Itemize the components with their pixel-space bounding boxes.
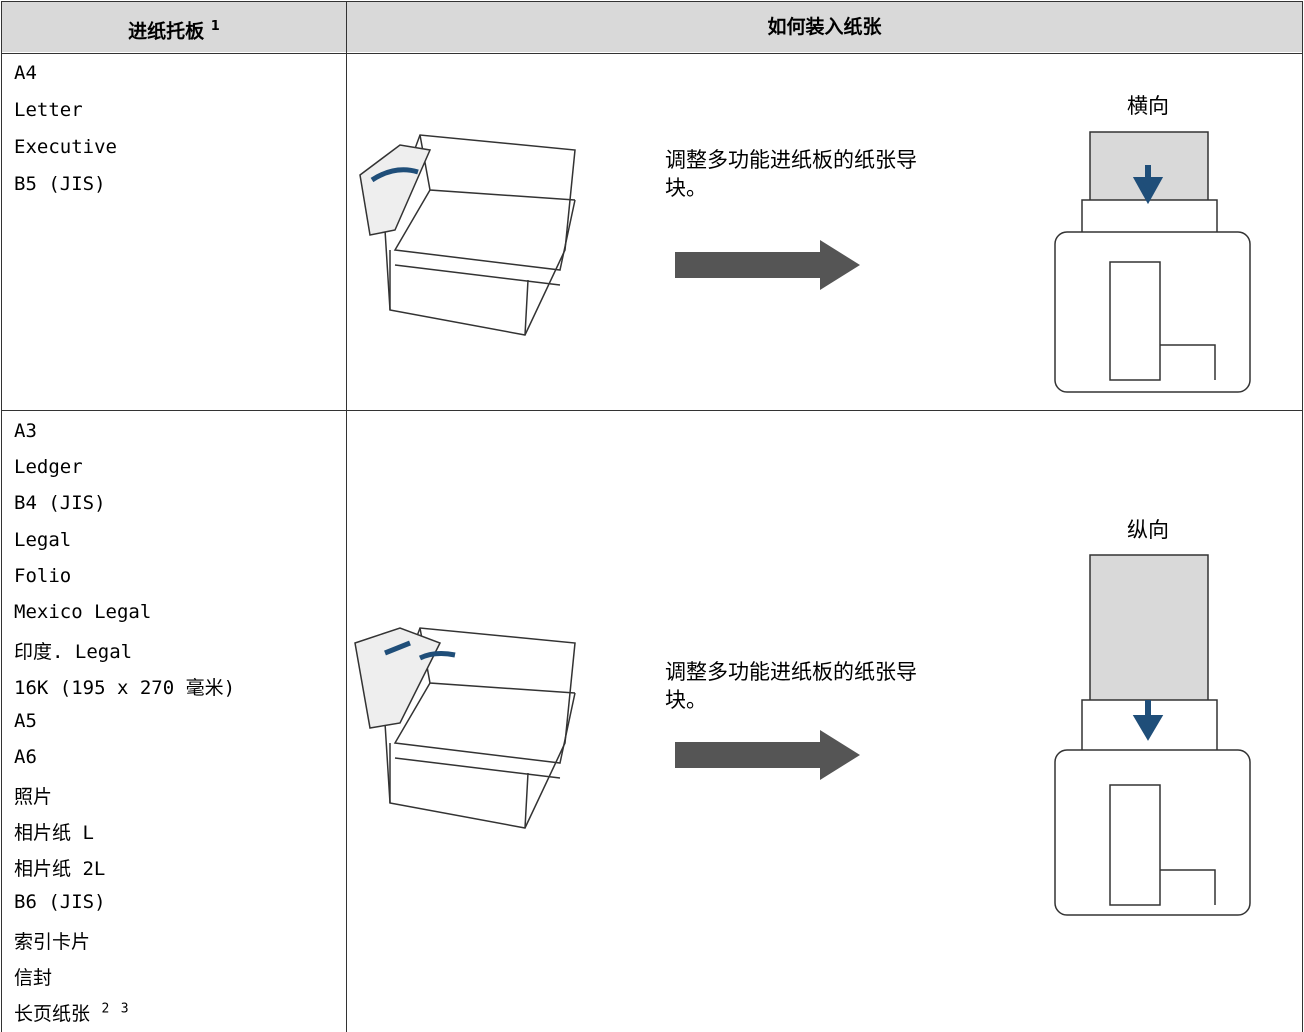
- paper-size: B6 (JIS): [14, 890, 106, 913]
- paper-size: 照片: [14, 786, 53, 808]
- paper-size: A6: [14, 745, 37, 768]
- paper-size: 信封: [14, 967, 53, 989]
- border: [1, 1, 1303, 2]
- tray-illustration: [1054, 554, 1251, 916]
- paper-size: 印度. Legal: [14, 641, 133, 664]
- footnote-ref: 2: [101, 1001, 110, 1017]
- paper-size: B4 (JIS): [14, 492, 106, 515]
- border: [346, 1, 347, 1032]
- border: [1302, 1, 1303, 1032]
- instruction: 调整多功能进纸板的纸张导块。: [665, 148, 917, 200]
- paper-size: Folio: [14, 564, 72, 587]
- border: [1, 53, 1303, 54]
- header-text: 进纸托板: [128, 20, 205, 43]
- footnote-ref: 3: [120, 1001, 129, 1017]
- orientation-label: 横向: [1127, 94, 1169, 118]
- arrow: [675, 730, 860, 780]
- border: [1, 1, 2, 1032]
- orientation-label: 纵向: [1127, 518, 1169, 542]
- paper-size: Letter: [14, 99, 83, 121]
- paper-size: 相片纸 2L: [14, 858, 106, 881]
- footnote-ref: 1: [210, 19, 220, 34]
- instruction: 调整多功能进纸板的纸张导块。: [665, 660, 917, 712]
- paper-size: A3: [14, 420, 37, 442]
- arrow: [675, 240, 860, 290]
- paper-size: A5: [14, 709, 37, 732]
- header-cell: 进纸托板 1: [2, 2, 346, 52]
- tray-illustration: [1054, 131, 1251, 393]
- paper-size: Legal: [14, 528, 72, 551]
- header-cell: 如何装入纸张: [347, 2, 1302, 52]
- paper-size: 长页纸张 2 3: [14, 999, 129, 1026]
- header-text: 如何装入纸张: [767, 16, 882, 38]
- paper-size: 相片纸 L: [14, 822, 94, 845]
- paper-size: Ledger: [14, 456, 83, 479]
- paper-size: Executive: [14, 136, 117, 158]
- paper-size-text: 长页纸张: [14, 1003, 91, 1026]
- border: [1, 410, 1303, 411]
- paper-size: 索引卡片: [14, 930, 91, 953]
- paper-size: Mexico Legal: [14, 601, 152, 623]
- printer-illustration: [354, 627, 576, 829]
- paper-size: B5 (JIS): [14, 173, 106, 195]
- paper-size: 16K (195 x 270 毫米): [14, 677, 236, 700]
- printer-illustration: [359, 134, 576, 336]
- paper-size: A4: [14, 62, 37, 84]
